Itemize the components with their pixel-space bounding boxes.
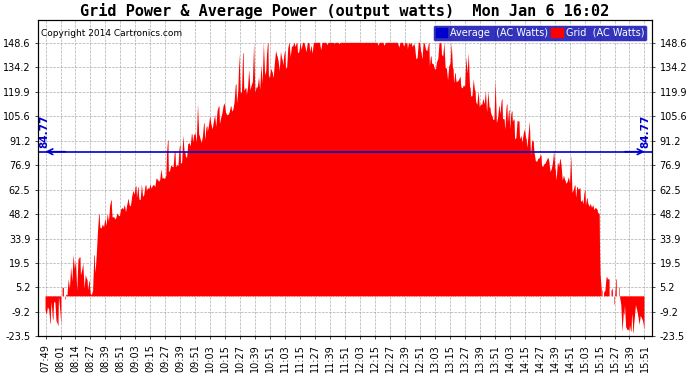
Legend: Average  (AC Watts), Grid  (AC Watts): Average (AC Watts), Grid (AC Watts) (433, 25, 647, 40)
Text: Copyright 2014 Cartronics.com: Copyright 2014 Cartronics.com (41, 30, 182, 39)
Title: Grid Power & Average Power (output watts)  Mon Jan 6 16:02: Grid Power & Average Power (output watts… (80, 3, 610, 19)
Text: 84.77: 84.77 (640, 115, 651, 148)
Text: 84.77: 84.77 (39, 115, 50, 148)
